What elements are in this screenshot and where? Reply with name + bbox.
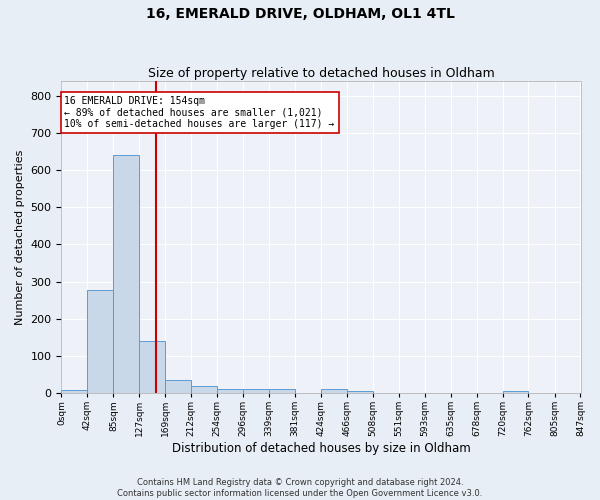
Bar	[321, 390, 347, 393]
Title: Size of property relative to detached houses in Oldham: Size of property relative to detached ho…	[148, 66, 494, 80]
Text: Contains HM Land Registry data © Crown copyright and database right 2024.
Contai: Contains HM Land Registry data © Crown c…	[118, 478, 482, 498]
Bar	[269, 390, 295, 393]
Bar	[503, 390, 529, 393]
Bar	[61, 390, 87, 393]
X-axis label: Distribution of detached houses by size in Oldham: Distribution of detached houses by size …	[172, 442, 470, 455]
Text: 16 EMERALD DRIVE: 154sqm
← 89% of detached houses are smaller (1,021)
10% of sem: 16 EMERALD DRIVE: 154sqm ← 89% of detach…	[64, 96, 335, 128]
Bar	[217, 388, 243, 393]
Bar	[113, 154, 139, 393]
Text: 16, EMERALD DRIVE, OLDHAM, OL1 4TL: 16, EMERALD DRIVE, OLDHAM, OL1 4TL	[146, 8, 454, 22]
Bar	[139, 342, 165, 393]
Bar	[191, 386, 217, 393]
Y-axis label: Number of detached properties: Number of detached properties	[15, 149, 25, 324]
Bar	[165, 380, 191, 393]
Bar	[347, 392, 373, 393]
Bar	[87, 290, 113, 393]
Bar	[243, 390, 269, 393]
